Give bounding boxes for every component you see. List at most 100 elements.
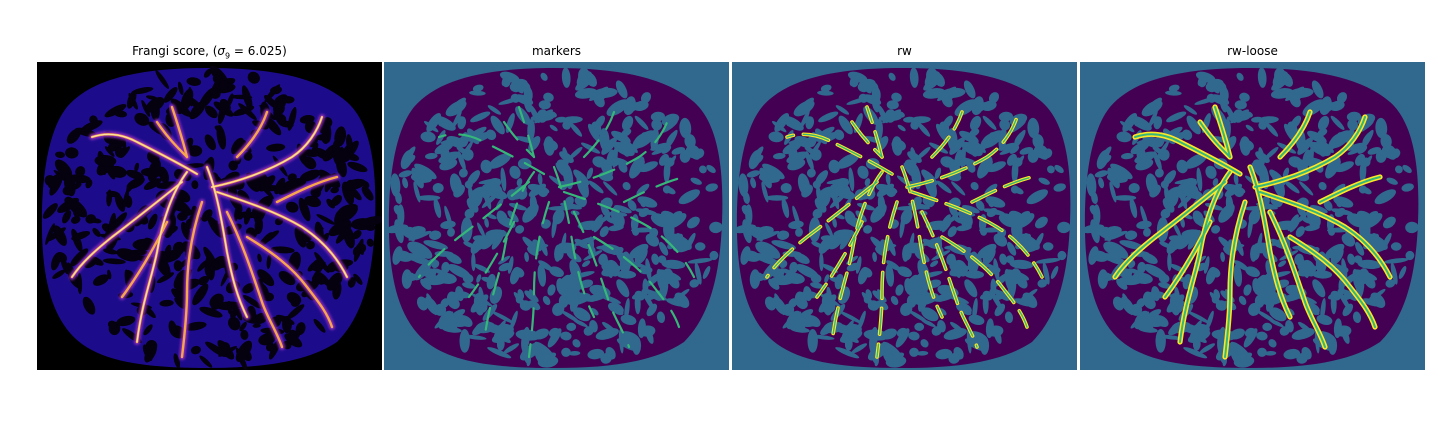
texture-blob xyxy=(1109,181,1117,203)
texture-blob xyxy=(870,344,878,364)
vessel-segment xyxy=(211,116,323,188)
texture-blob xyxy=(624,102,641,114)
texture-blob xyxy=(1134,151,1157,164)
texture-blob xyxy=(1004,268,1013,290)
texture-blob xyxy=(1353,255,1363,264)
texture-blob xyxy=(477,222,486,238)
texture-blob xyxy=(1333,159,1341,167)
texture-blob xyxy=(263,292,274,302)
vessel-segment xyxy=(971,176,1033,203)
texture-blob xyxy=(746,170,761,178)
title-rest: = 6.025) xyxy=(230,44,287,58)
texture-blob xyxy=(147,158,161,182)
texture-blob xyxy=(180,221,191,240)
texture-blob xyxy=(538,100,551,110)
texture-blob xyxy=(1180,217,1185,228)
texture-blob xyxy=(803,286,813,302)
texture-blob xyxy=(303,149,320,157)
texture-blob xyxy=(491,231,503,244)
vessel-segment xyxy=(1199,121,1231,158)
texture-blob xyxy=(562,163,574,190)
texture-blob xyxy=(1053,183,1066,192)
texture-blob xyxy=(857,165,869,179)
texture-blob xyxy=(1036,145,1049,160)
vessel-segment xyxy=(235,110,269,159)
texture-blob xyxy=(858,74,872,94)
texture-blob xyxy=(641,289,656,313)
texture-blob xyxy=(972,102,989,114)
texture-blob xyxy=(1110,163,1133,180)
texture-blob xyxy=(1284,180,1300,194)
texture-blob xyxy=(330,186,340,194)
texture-blob xyxy=(509,165,521,179)
texture-blob xyxy=(1184,185,1196,195)
texture-blob xyxy=(449,173,463,196)
texture-blob xyxy=(1290,88,1305,103)
texture-blob xyxy=(466,197,479,213)
texture-blob xyxy=(817,90,834,96)
texture-blob xyxy=(186,77,202,86)
texture-blob xyxy=(1233,173,1239,185)
texture-blob xyxy=(1050,265,1059,280)
texture-blob xyxy=(799,109,810,129)
texture-blob xyxy=(758,256,780,266)
texture-blob xyxy=(94,154,117,167)
texture-blob xyxy=(517,189,528,200)
texture-blob xyxy=(749,225,763,242)
texture-blob xyxy=(590,307,599,316)
texture-blob xyxy=(1176,159,1189,174)
texture-blob xyxy=(881,328,897,340)
texture-blob xyxy=(57,197,80,213)
texture-blob xyxy=(984,183,998,196)
texture-blob xyxy=(637,159,645,167)
texture-blob xyxy=(458,314,473,328)
texture-blob xyxy=(829,276,844,284)
texture-blob xyxy=(1264,350,1277,356)
sigma-subscript: 9 xyxy=(225,51,231,61)
texture-blob xyxy=(795,227,803,237)
texture-blob xyxy=(1336,92,1348,104)
texture-blob xyxy=(886,100,899,110)
texture-blob xyxy=(257,269,275,287)
texture-blob xyxy=(509,266,521,285)
texture-blob xyxy=(917,290,929,312)
texture-blob xyxy=(599,226,609,238)
texture-blob xyxy=(424,296,439,315)
texture-blob xyxy=(528,300,541,311)
texture-blob xyxy=(1005,269,1030,281)
texture-blob xyxy=(841,320,854,339)
texture-blob xyxy=(66,174,91,184)
texture-blob xyxy=(1330,246,1344,265)
texture-blob xyxy=(601,215,609,223)
texture-blob xyxy=(771,240,797,250)
texture-blob xyxy=(1363,213,1383,229)
vessel-segment xyxy=(1214,106,1231,158)
texture-blob xyxy=(192,283,209,306)
texture-blob xyxy=(131,87,154,95)
texture-blob xyxy=(857,266,869,285)
texture-blob xyxy=(686,216,700,229)
texture-blob xyxy=(71,182,82,190)
texture-blob xyxy=(1027,117,1040,139)
texture-blob xyxy=(782,115,804,131)
texture-blob xyxy=(851,343,868,354)
texture-blob xyxy=(1357,259,1382,270)
texture-blob xyxy=(1168,187,1179,207)
texture-blob xyxy=(352,246,361,257)
texture-blob xyxy=(909,67,919,88)
vessel-segment xyxy=(170,105,189,159)
texture-blob xyxy=(1211,294,1219,304)
texture-blob xyxy=(313,318,326,333)
texture-blob xyxy=(242,294,262,309)
texture-blob xyxy=(975,199,985,211)
texture-blob xyxy=(1357,145,1368,154)
texture-blob xyxy=(1125,230,1138,240)
texture-blob xyxy=(172,241,185,256)
texture-blob xyxy=(897,266,912,278)
texture-blob xyxy=(855,256,862,274)
texture-blob xyxy=(1402,164,1412,174)
texture-blob xyxy=(190,345,201,355)
texture-blob xyxy=(335,224,352,244)
panel-title-rw-loose: rw-loose xyxy=(1227,44,1278,58)
rw-image-panel xyxy=(732,62,1077,370)
